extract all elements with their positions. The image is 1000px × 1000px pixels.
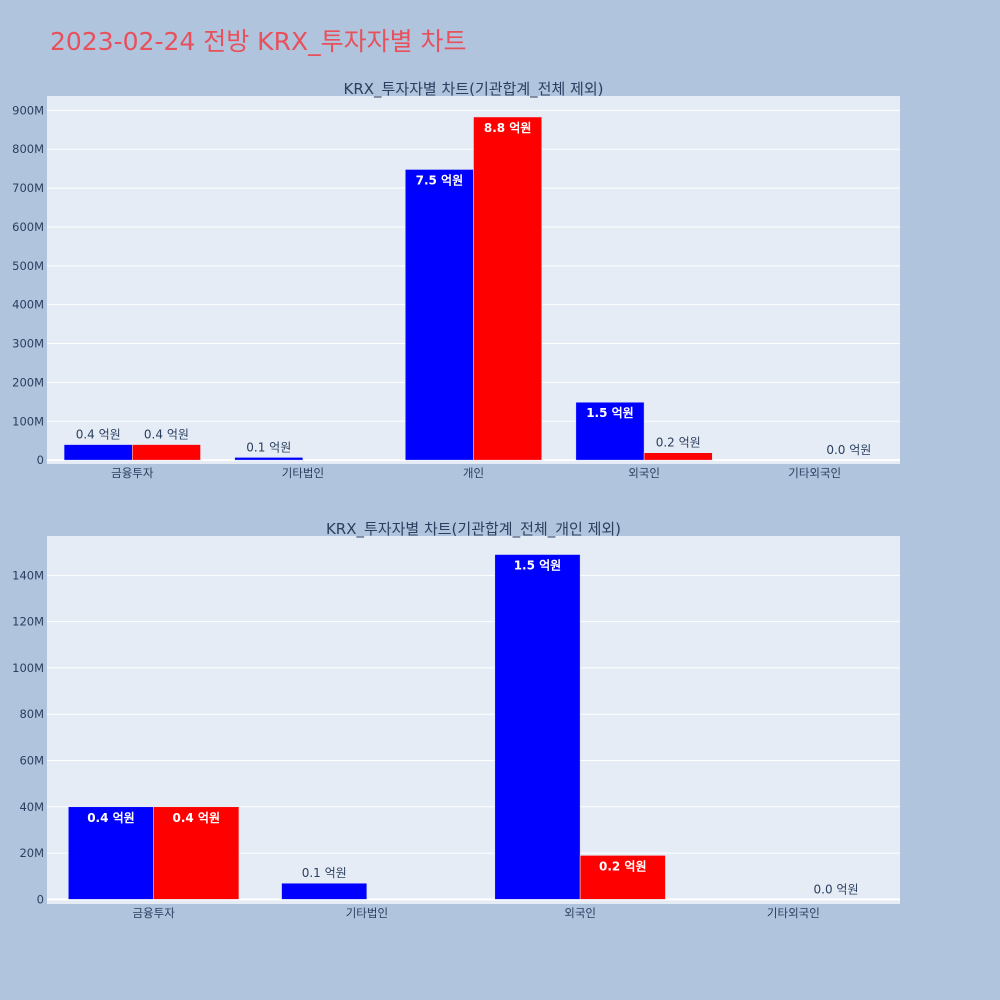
chart-title: KRX_투자자별 차트(기관합계_전체_개인 제외): [326, 520, 621, 539]
x-tick-label: 기타외국인: [788, 466, 841, 480]
x-tick-label: 외국인: [628, 466, 660, 480]
y-tick-label: 600M: [12, 220, 44, 234]
x-tick-label: 기타법인: [282, 466, 324, 480]
data-label: 0.4 억원: [144, 428, 189, 442]
data-label: 0.0 억원: [826, 443, 871, 457]
y-tick-label: 400M: [12, 298, 44, 312]
y-tick-label: 60M: [19, 754, 44, 768]
y-tick-label: 100M: [12, 661, 44, 675]
x-tick-label: 금융투자: [111, 466, 154, 480]
data-label: 7.5 억원: [416, 173, 464, 187]
data-label: 0.0 억원: [814, 882, 859, 896]
data-label: 0.4 억원: [87, 811, 135, 825]
data-label: 1.5 억원: [514, 559, 562, 573]
y-tick-label: 800M: [12, 142, 44, 156]
data-label: 0.4 억원: [173, 811, 221, 825]
y-tick-label: 100M: [12, 414, 44, 428]
x-tick-label: 개인: [463, 466, 484, 480]
bar: [281, 882, 368, 900]
data-label: 0.2 억원: [656, 436, 701, 450]
y-tick-label: 0: [37, 892, 44, 906]
bar: [579, 855, 666, 900]
data-label: 8.8 억원: [484, 121, 532, 135]
y-tick-label: 200M: [12, 375, 44, 389]
data-label: 0.1 억원: [246, 440, 291, 454]
y-tick-label: 120M: [12, 615, 44, 629]
y-tick-label: 500M: [12, 259, 44, 273]
bar: [643, 452, 713, 461]
bar: [494, 554, 581, 900]
bar: [405, 169, 474, 461]
data-label: 0.2 억원: [599, 859, 647, 873]
bar: [575, 401, 645, 461]
y-tick-label: 140M: [12, 568, 44, 582]
bar: [63, 444, 133, 461]
bar: [473, 116, 542, 461]
chart-title: KRX_투자자별 차트(기관합계_전체 제외): [344, 80, 604, 99]
data-label: 0.1 억원: [302, 866, 347, 880]
y-tick-label: 300M: [12, 337, 44, 351]
y-tick-label: 80M: [19, 707, 44, 721]
x-tick-label: 기타외국인: [767, 906, 820, 920]
y-tick-label: 20M: [19, 846, 44, 860]
data-label: 1.5 억원: [586, 406, 634, 420]
x-tick-label: 금융투자: [132, 906, 175, 920]
data-label: 0.4 억원: [76, 428, 121, 442]
y-tick-label: 0: [37, 453, 44, 467]
y-tick-label: 700M: [12, 181, 44, 195]
bar: [68, 806, 154, 900]
y-tick-label: 900M: [12, 103, 44, 117]
y-tick-label: 40M: [19, 800, 44, 814]
bar: [132, 444, 201, 461]
x-tick-label: 기타법인: [346, 906, 388, 920]
bar: [153, 806, 240, 900]
bar: [234, 457, 304, 461]
page-title: 2023-02-24 전방 KRX_투자자별 차트: [50, 27, 467, 56]
x-tick-label: 외국인: [564, 906, 596, 920]
